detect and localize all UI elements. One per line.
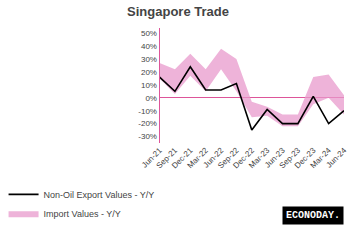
svg-text:Sep-23: Sep-23 [278,145,303,170]
svg-text:Jun-23: Jun-23 [263,145,287,169]
svg-text:Singapore Trade: Singapore Trade [127,4,229,19]
svg-text:Dec-23: Dec-23 [293,145,318,170]
svg-text:10%: 10% [141,81,157,90]
svg-text:Mar-22: Mar-22 [186,145,211,170]
svg-text:Sep-22: Sep-22 [216,145,241,170]
svg-text:-10%: -10% [138,107,157,116]
svg-text:Import Values - Y/Y: Import Values - Y/Y [44,209,121,219]
svg-text:Jun-21: Jun-21 [140,145,164,169]
svg-text:0%: 0% [145,94,157,103]
svg-text:Jun-24: Jun-24 [325,145,349,169]
svg-text:Mar-23: Mar-23 [247,145,272,170]
svg-text:-20%: -20% [138,119,157,128]
svg-text:Mar-24: Mar-24 [309,145,334,170]
svg-text:50%: 50% [141,29,157,38]
svg-text:30%: 30% [141,55,157,64]
svg-text:Sep-21: Sep-21 [155,145,180,170]
svg-text:ECONODAY.: ECONODAY. [286,210,340,221]
svg-text:-30%: -30% [138,132,157,141]
svg-text:40%: 40% [141,42,157,51]
svg-text:Jun-22: Jun-22 [202,145,226,169]
svg-text:Non-Oil Export Values - Y/Y: Non-Oil Export Values - Y/Y [44,190,155,200]
svg-text:20%: 20% [141,68,157,77]
svg-text:Dec-22: Dec-22 [231,145,256,170]
svg-text:Dec-21: Dec-21 [170,145,195,170]
